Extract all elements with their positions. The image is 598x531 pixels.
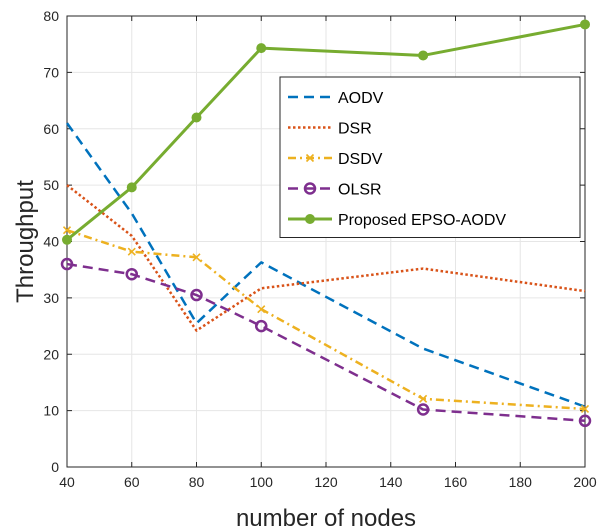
data-point-olsr [578, 414, 592, 428]
x-tick-label: 100 [250, 474, 274, 490]
y-tick-label: 20 [43, 346, 59, 362]
data-point-dsdv [127, 247, 136, 256]
data-point-proposed-epso-aodv [256, 43, 267, 54]
legend-marker [305, 153, 315, 163]
y-tick-label: 0 [51, 459, 59, 475]
legend-label: AODV [338, 90, 384, 107]
data-point-proposed-epso-aodv [580, 19, 590, 30]
legend-item-olsr: OLSR [288, 182, 382, 199]
data-point-olsr [125, 267, 138, 281]
x-tick-label: 80 [189, 474, 205, 490]
y-tick-label: 10 [43, 403, 59, 419]
x-tick-label: 120 [314, 474, 338, 490]
data-point-dsdv [580, 404, 590, 413]
x-axis-ticks: 40 60 80 100 120 140 160 180 200 [59, 16, 597, 490]
legend-item-dsdv: DSDV [288, 151, 383, 168]
data-point-olsr [255, 319, 268, 333]
x-tick-label: 40 [59, 474, 75, 490]
data-point-proposed-epso-aodv [191, 112, 202, 123]
legend-items: AODV DSR DSDV OLSR Proposed EPSO-AODV [288, 90, 506, 229]
series-proposed-epso-aodv [62, 19, 590, 245]
y-axis-ticks: 0 10 20 30 40 50 60 70 80 [43, 8, 585, 475]
legend-label: DSDV [338, 151, 383, 168]
x-tick-label: 200 [573, 474, 597, 490]
series-line-dsdv [66, 229, 586, 411]
series-line-proposed-epso-aodv [66, 22, 586, 241]
x-axis-label: number of nodes [236, 505, 416, 531]
y-axis-label: Throughput [12, 180, 39, 303]
x-tick-label: 180 [509, 474, 533, 490]
x-tick-label: 140 [379, 474, 403, 490]
data-point-olsr [416, 403, 430, 416]
y-tick-label: 40 [43, 234, 59, 250]
legend-marker [303, 182, 317, 195]
legend: AODV DSR DSDV OLSR Proposed EPSO-AODV [279, 76, 581, 238]
data-point-olsr [190, 288, 203, 302]
legend-item-aodv: AODV [288, 90, 384, 107]
data-point-dsdv [192, 253, 201, 262]
data-point-proposed-epso-aodv [418, 50, 429, 61]
data-point-dsdv [419, 394, 428, 403]
legend-label: OLSR [338, 182, 382, 199]
data-point-dsdv [62, 226, 72, 235]
legend-item-dsr: DSR [288, 121, 372, 138]
y-tick-label: 30 [43, 290, 59, 306]
data-point-olsr [60, 257, 74, 271]
data-point-dsdv [257, 305, 266, 314]
y-tick-label: 60 [43, 121, 59, 137]
data-point-proposed-epso-aodv [126, 182, 137, 193]
series-olsr [60, 257, 592, 428]
y-tick-label: 70 [43, 64, 59, 80]
data-point-proposed-epso-aodv [62, 234, 72, 245]
series-group [60, 19, 592, 428]
legend-label: Proposed EPSO-AODV [338, 212, 506, 229]
x-tick-label: 60 [124, 474, 140, 490]
x-tick-label: 160 [444, 474, 468, 490]
series-line-olsr [66, 262, 586, 423]
y-tick-label: 80 [43, 8, 59, 24]
y-tick-label: 50 [43, 177, 59, 193]
legend-label: DSR [338, 121, 372, 138]
series-dsdv [62, 226, 590, 413]
legend-marker [305, 214, 315, 224]
legend-item-proposed-epso-aodv: Proposed EPSO-AODV [288, 212, 506, 229]
